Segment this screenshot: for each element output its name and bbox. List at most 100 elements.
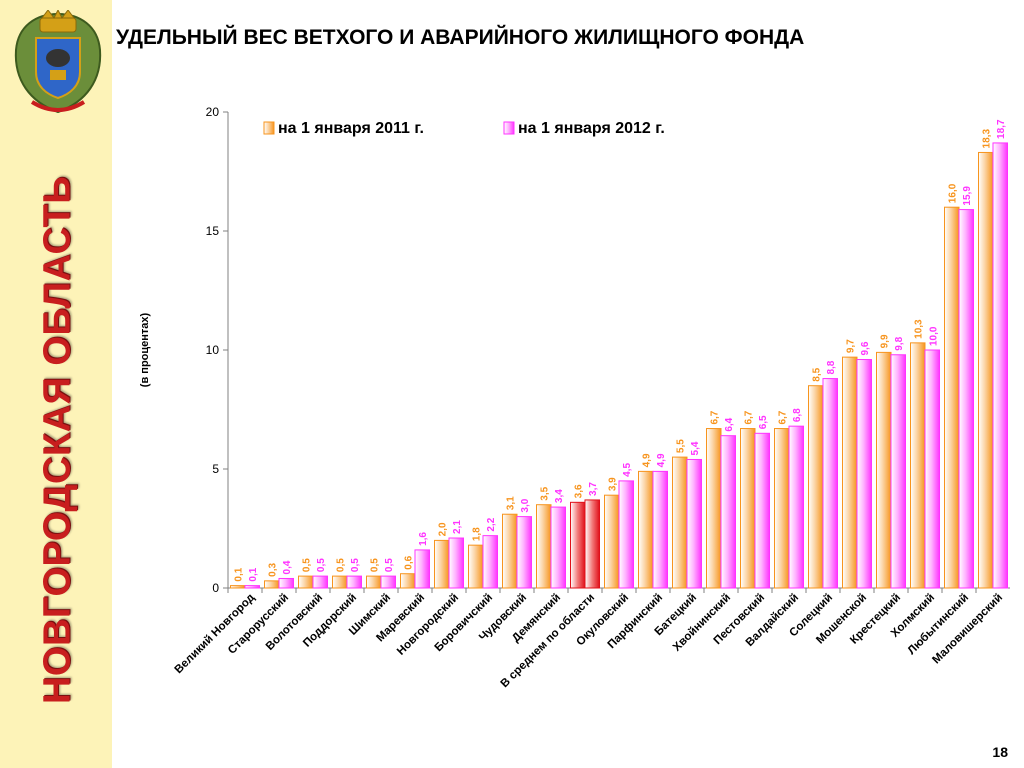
bar (890, 354, 906, 589)
bar (992, 142, 1008, 589)
bar (584, 499, 600, 589)
y-axis-label: (в процентах) (139, 312, 151, 387)
bar (924, 349, 940, 589)
bar (774, 428, 790, 589)
bar (720, 435, 736, 589)
data-label: 6,4 (724, 417, 735, 431)
bar (516, 516, 532, 589)
data-label: 10,0 (928, 326, 939, 346)
legend-swatch (263, 121, 275, 135)
data-label: 3,9 (608, 477, 619, 491)
data-label: 0,6 (404, 555, 415, 569)
bar (672, 456, 688, 589)
data-label: 5,5 (676, 439, 687, 453)
coat-of-arms-icon (14, 10, 102, 114)
sidebar: НОВГОРОДСКАЯ ОБЛАСТЬ (0, 0, 112, 768)
bar (244, 585, 260, 589)
bar (808, 385, 824, 589)
x-tick-label: Старорусский (226, 592, 291, 657)
slide-title: УДЕЛЬНЫЙ ВЕС ВЕТХОГО И АВАРИЙНОГО ЖИЛИЩН… (116, 26, 805, 49)
bar (468, 544, 484, 589)
data-label: 9,7 (846, 339, 857, 353)
data-label: 0,3 (268, 563, 279, 577)
data-label: 4,5 (622, 463, 633, 477)
data-label: 3,4 (554, 489, 565, 503)
bar (346, 575, 362, 589)
bar (842, 356, 858, 589)
data-label: 0,5 (316, 558, 327, 572)
bar (550, 506, 566, 589)
bar (638, 470, 654, 589)
bar (910, 342, 926, 589)
bar (380, 575, 396, 589)
data-label: 4,9 (656, 453, 667, 467)
bar (312, 575, 328, 589)
bar (332, 575, 348, 589)
bar (400, 573, 416, 589)
data-label: 1,8 (472, 527, 483, 541)
y-tick-label: 10 (206, 343, 220, 357)
bar (788, 425, 804, 589)
data-label: 9,8 (894, 336, 905, 350)
x-tick-label: Новгородский (395, 592, 461, 658)
region-name: НОВГОРОДСКАЯ ОБЛАСТЬ (36, 175, 79, 705)
data-label: 3,0 (520, 498, 531, 512)
data-label: 6,7 (778, 410, 789, 424)
data-label: 0,5 (384, 558, 395, 572)
bar (278, 577, 294, 589)
bar (448, 537, 464, 589)
data-label: 16,0 (948, 183, 959, 203)
data-label: 2,0 (438, 522, 449, 536)
bar (536, 504, 552, 589)
bar (958, 209, 974, 589)
bar (570, 501, 586, 589)
bar (706, 428, 722, 589)
data-label: 9,6 (860, 341, 871, 355)
data-label: 2,1 (452, 520, 463, 534)
bar (686, 458, 702, 589)
data-label: 6,8 (792, 408, 803, 422)
data-label: 9,9 (880, 334, 891, 348)
bar (978, 151, 994, 589)
bar (856, 359, 872, 589)
x-tick-label: Любытинский (906, 592, 971, 657)
data-label: 6,7 (710, 410, 721, 424)
bar (264, 580, 280, 589)
data-label: 0,5 (370, 558, 381, 572)
legend-label: на 1 января 2012 г. (518, 120, 665, 137)
bar (822, 378, 838, 589)
bar (366, 575, 382, 589)
data-label: 18,7 (996, 119, 1007, 139)
y-tick-label: 0 (212, 581, 219, 595)
data-label: 3,1 (506, 496, 517, 510)
legend: на 1 января 2011 г. на 1 января 2012 г. (263, 120, 665, 137)
bar (618, 480, 634, 589)
data-label: 3,6 (574, 484, 585, 498)
legend-swatch (503, 121, 515, 135)
data-label: 0,1 (248, 567, 259, 581)
bar (482, 535, 498, 589)
data-label: 3,5 (540, 486, 551, 500)
y-tick-label: 15 (206, 224, 220, 238)
data-label: 0,4 (282, 560, 293, 574)
bar (944, 206, 960, 589)
data-label: 4,9 (642, 453, 653, 467)
data-label: 6,7 (744, 410, 755, 424)
bar (754, 432, 770, 589)
bar (298, 575, 314, 589)
data-label: 18,3 (982, 129, 993, 149)
data-label: 10,3 (914, 319, 925, 339)
data-label: 15,9 (962, 186, 973, 206)
bar (740, 428, 756, 589)
y-tick-label: 20 (206, 105, 220, 119)
data-label: 0,5 (302, 558, 313, 572)
data-label: 8,8 (826, 360, 837, 374)
page-number: 18 (992, 744, 1008, 760)
data-label: 5,4 (690, 441, 701, 455)
data-label: 3,7 (588, 482, 599, 496)
data-label: 0,5 (336, 558, 347, 572)
bar (230, 585, 246, 589)
legend-label: на 1 января 2011 г. (278, 120, 424, 137)
data-label: 1,6 (418, 532, 429, 546)
